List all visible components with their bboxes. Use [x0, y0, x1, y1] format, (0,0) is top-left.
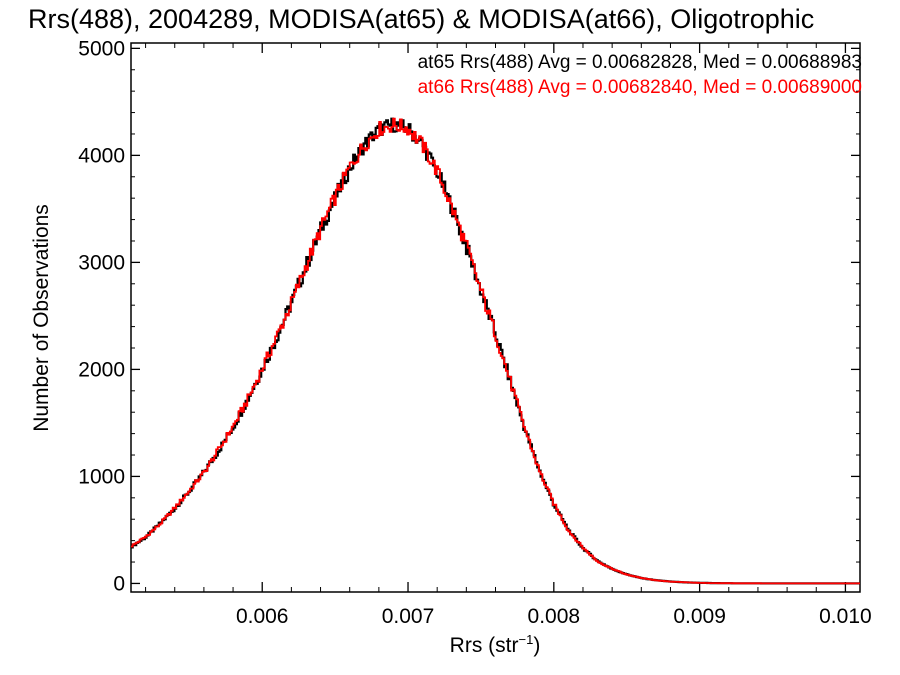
annotation-at65: at65 Rrs(488) Avg = 0.00682828, Med = 0.…	[418, 52, 862, 73]
y-tick-label: 2000	[78, 358, 125, 381]
y-axis: 0 1000 2000 3000 4000 5000	[78, 37, 860, 595]
y-tick-label: 4000	[78, 144, 125, 167]
x-axis: 0.006 0.007 0.008 0.009 0.010	[145, 43, 872, 628]
series-layer	[131, 117, 860, 585]
x-axis-label: Rrs (str−1)	[450, 632, 541, 657]
y-tick-label: 5000	[78, 37, 125, 60]
annotation-at66: at66 Rrs(488) Avg = 0.00682840, Med = 0.…	[418, 77, 862, 98]
series-line-at65	[131, 117, 860, 585]
series-line-at66	[131, 117, 860, 585]
x-axis-label-sup: −1	[519, 632, 534, 647]
x-tick-label: 0.008	[528, 605, 581, 628]
chart-title: Rrs(488), 2004289, MODISA(at65) & MODISA…	[28, 4, 814, 34]
x-tick-label: 0.009	[673, 605, 726, 628]
y-tick-label: 3000	[78, 251, 125, 274]
x-tick-label: 0.010	[819, 605, 872, 628]
x-axis-label-main: Rrs (str	[450, 634, 519, 657]
plot-frame	[130, 42, 861, 593]
y-axis-label: Number of Observations	[30, 204, 53, 432]
y-tick-label: 0	[113, 572, 125, 595]
y-tick-label: 1000	[78, 465, 125, 488]
x-tick-label: 0.006	[236, 605, 289, 628]
x-axis-label-close: )	[533, 634, 540, 657]
x-tick-label: 0.007	[382, 605, 435, 628]
